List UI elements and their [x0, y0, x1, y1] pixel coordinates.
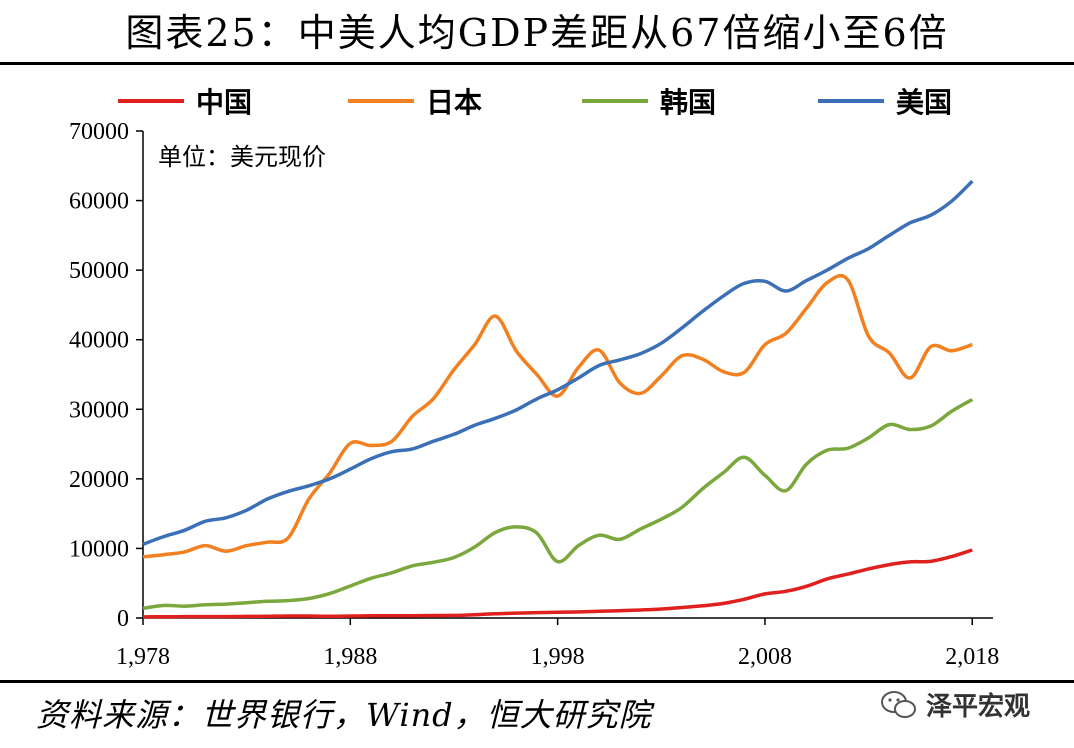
legend-label: 中国 — [196, 86, 252, 119]
y-axis: 0 10000 20000 30000 40000 50000 60000 70000 — [69, 119, 144, 632]
series-line-1 — [142, 273, 973, 559]
y-tick-label: 0 — [117, 606, 129, 632]
watermark: 泽平宏观 — [880, 686, 1030, 723]
y-tick-label: 70000 — [69, 119, 129, 145]
source-note: 资料来源：世界银行，Wind，恒大研究院 — [36, 696, 652, 734]
x-tick-label: 2,018 — [945, 644, 999, 670]
series-line-3 — [142, 179, 974, 546]
x-tick-label: 1,988 — [323, 644, 377, 670]
legend-label: 韩国 — [660, 86, 716, 119]
series-line-2 — [142, 397, 974, 611]
watermark-text: 泽平宏观 — [926, 692, 1031, 722]
y-tick-label: 30000 — [69, 397, 129, 423]
legend-label: 美国 — [896, 86, 952, 119]
x-tick-label: 1,998 — [531, 644, 585, 670]
y-tick-label: 40000 — [69, 328, 129, 354]
y-tick-label: 50000 — [69, 258, 129, 284]
y-tick-label: 10000 — [69, 536, 129, 562]
y-tick-label: 60000 — [69, 189, 129, 215]
legend-label: 日本 — [426, 86, 482, 119]
top-rule — [0, 62, 1074, 65]
y-tick-label: 20000 — [69, 467, 129, 493]
figure-title: 图表25：中美人均GDP差距从67倍缩小至6倍 — [125, 11, 949, 55]
x-tick-label: 2,008 — [738, 644, 792, 670]
bottom-rule — [0, 680, 1074, 683]
wechat-icon — [881, 690, 916, 718]
line-chart: 中国 日本 韩国 美国 单位：美元现价 0 10000 20000 30000 40000 50… — [69, 86, 999, 670]
series-line-0 — [142, 548, 973, 619]
series-lines — [142, 179, 974, 619]
legend: 中国 日本 韩国 美国 — [118, 86, 952, 119]
x-axis: 1,978 1,988 1,998 2,008 2,018 — [116, 617, 999, 670]
unit-annotation: 单位：美元现价 — [158, 143, 326, 171]
x-tick-label: 1,978 — [116, 644, 170, 670]
